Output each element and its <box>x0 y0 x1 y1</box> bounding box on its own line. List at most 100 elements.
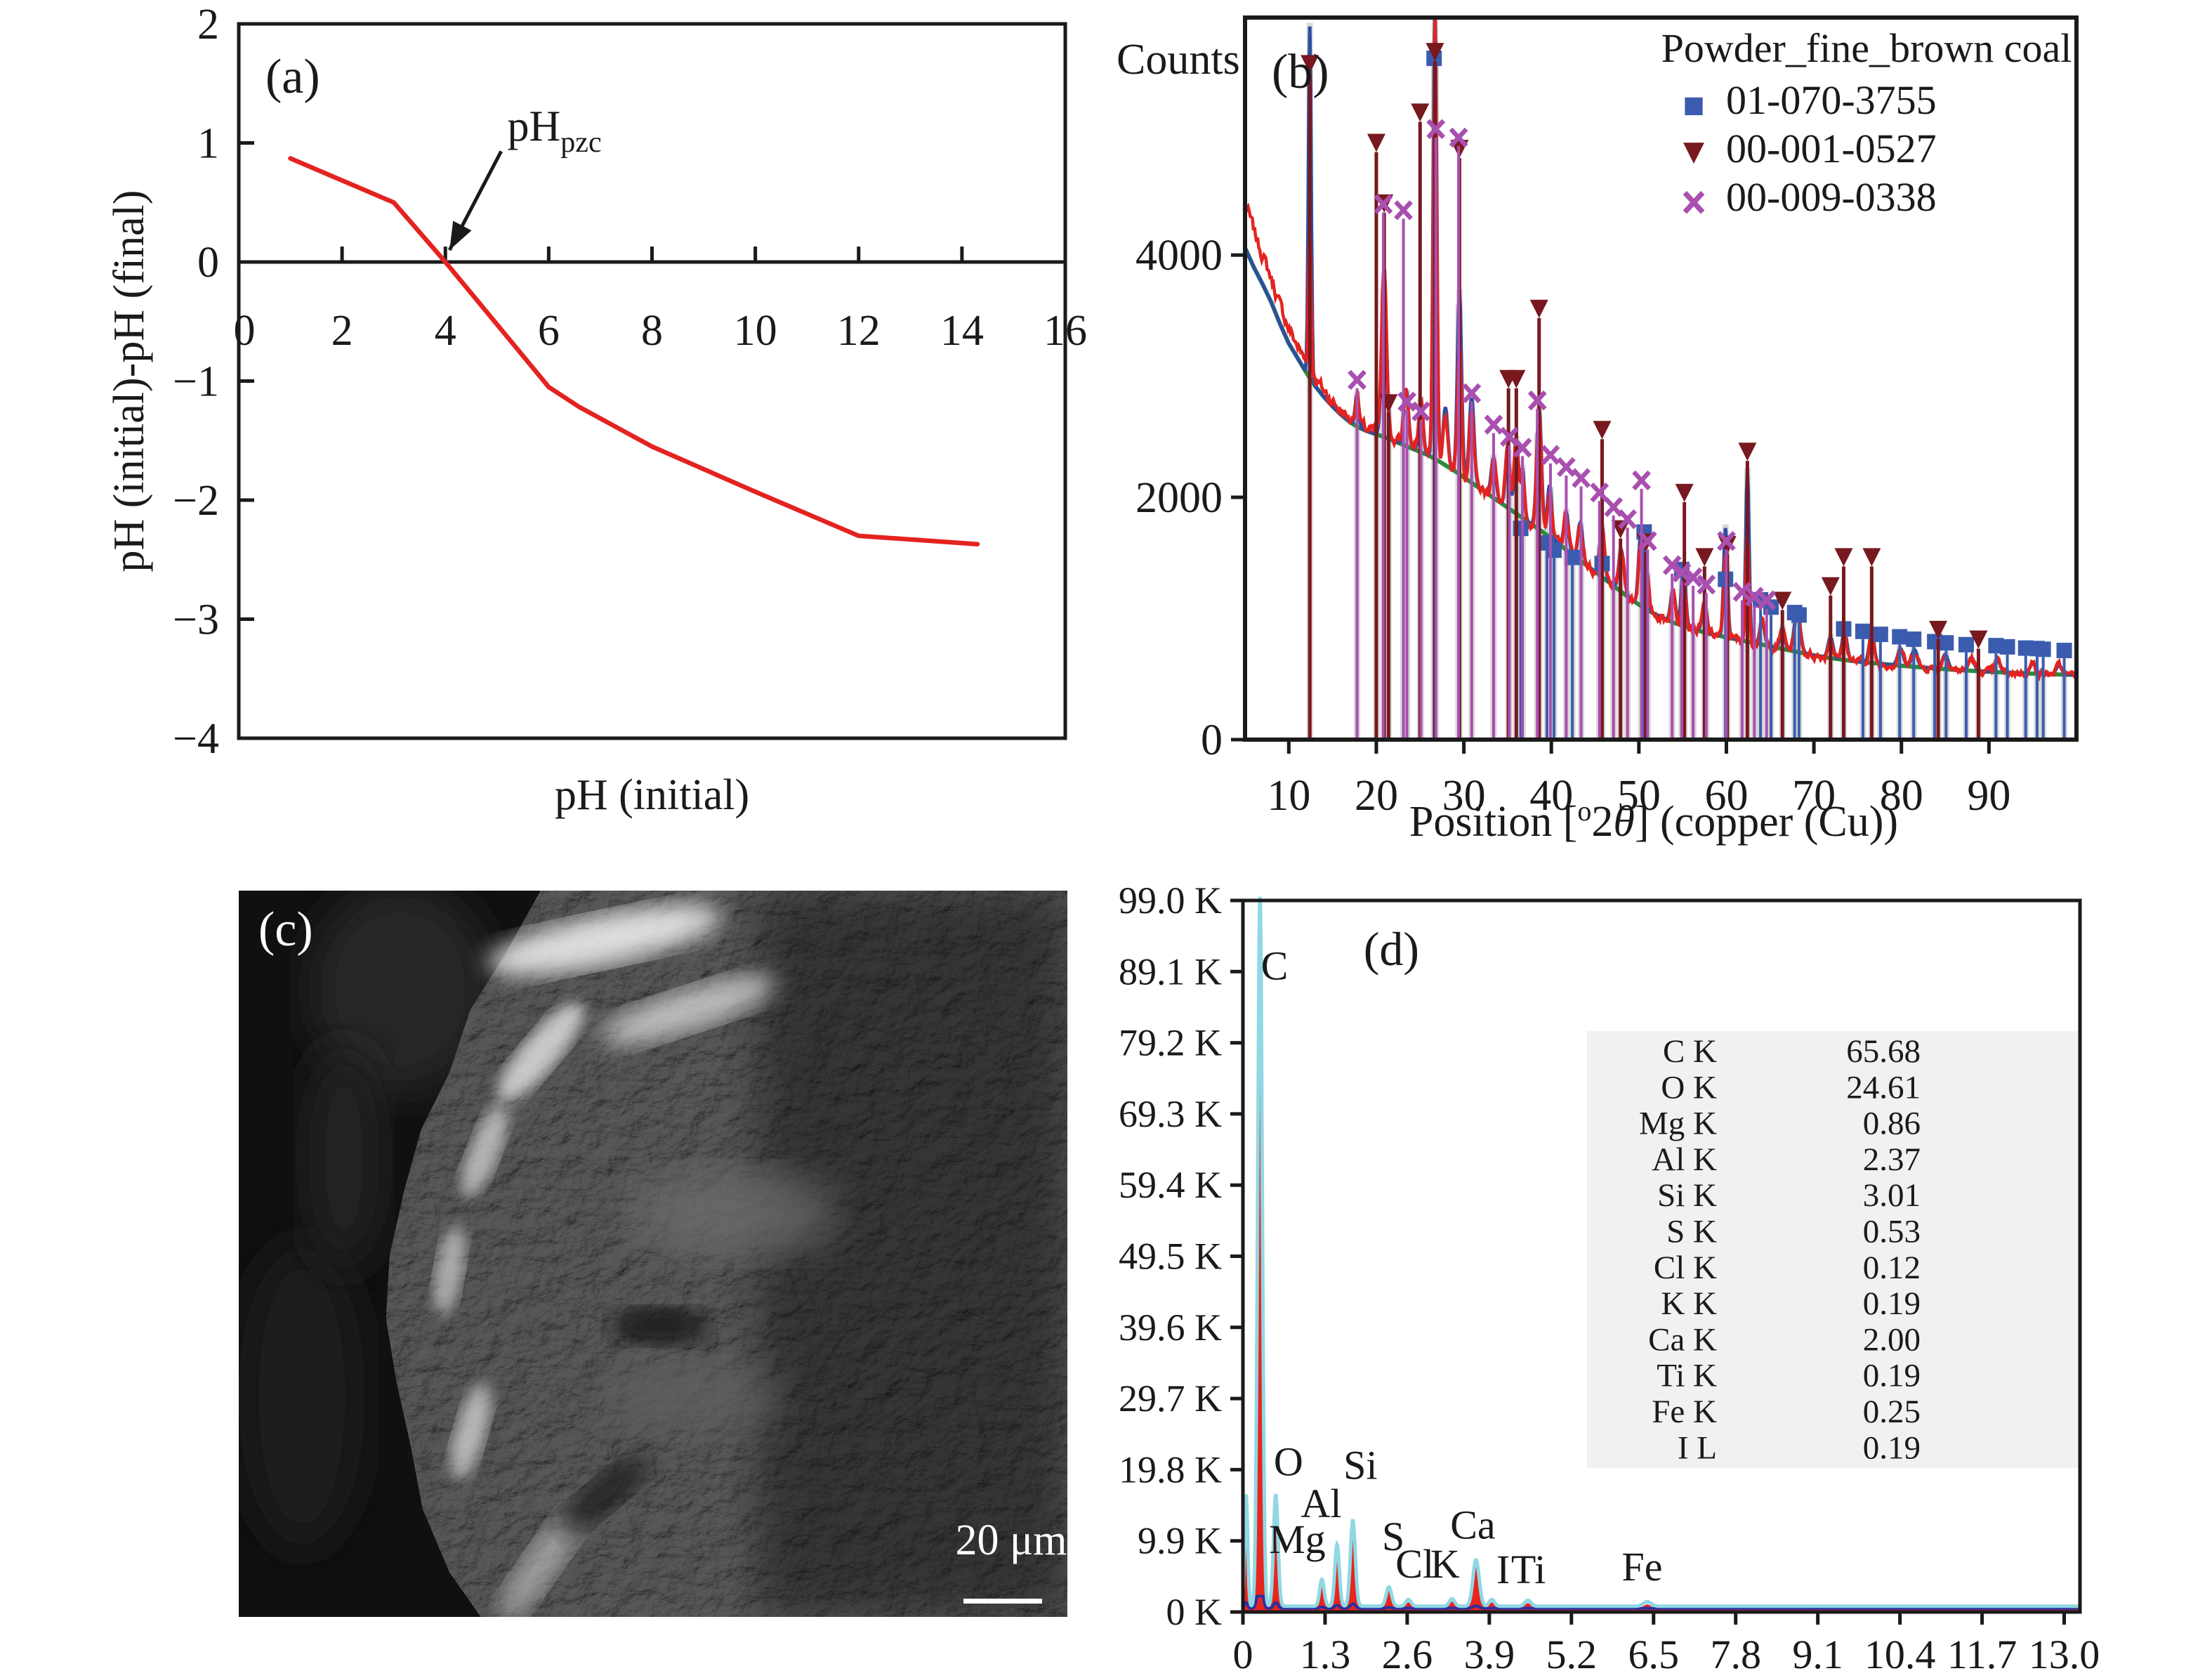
x-tick-label: 60 <box>1704 772 1748 820</box>
ref-marker-square <box>1892 629 1908 645</box>
y-tick-label: 9.9 K <box>1138 1520 1222 1562</box>
ref-marker-x <box>1374 194 1393 214</box>
measured-curve <box>1245 18 2076 682</box>
ref-marker-x <box>1557 457 1576 478</box>
x-tick-label: 1.3 <box>1300 1632 1351 1671</box>
table-row: Ca K 2.00 <box>1648 1321 1921 1358</box>
legend-entry-label: 00-001-0527 <box>1726 126 1937 171</box>
table-row: Ti K 0.19 <box>1657 1358 1921 1394</box>
table-row: Fe K 0.25 <box>1652 1394 1921 1430</box>
ref-marker-x <box>1744 587 1764 607</box>
ref-marker-x <box>1541 445 1560 465</box>
sem-shadow-right <box>758 891 1067 1617</box>
table-value-cell: 0.19 <box>1863 1358 1921 1394</box>
ref-marker-x <box>1527 390 1547 411</box>
ref-marker-x <box>1484 414 1503 435</box>
sem-dim-blob <box>239 1242 365 1551</box>
y-tick-label: 4000 <box>1135 232 1223 280</box>
x-tick-label: 10.4 <box>1864 1632 1936 1671</box>
y-tick-label: 49.5 K <box>1119 1236 1222 1278</box>
element-label: Mg <box>1269 1516 1326 1562</box>
x-tick-label: 12 <box>837 307 881 355</box>
table-element-cell: Cl K <box>1654 1250 1717 1286</box>
x-tick-label: 13.0 <box>2029 1632 2100 1671</box>
legend-entry-label: 00-009-0338 <box>1726 174 1937 220</box>
element-label: Si <box>1343 1443 1377 1488</box>
ref-marker-x <box>1513 438 1532 458</box>
ref-marker-triangle <box>1507 369 1526 388</box>
element-label: Al <box>1301 1481 1342 1526</box>
ref-marker-x <box>1572 468 1591 488</box>
y-tick-label: 79.2 K <box>1119 1022 1222 1064</box>
ref-marker-triangle <box>1675 483 1694 502</box>
sem-crevice <box>559 1456 649 1533</box>
y-tick-label: 19.8 K <box>1119 1448 1222 1490</box>
table-row: Cl K 0.12 <box>1654 1250 1921 1286</box>
panel-c-sem-image: (c) 20 μm <box>239 891 1067 1617</box>
ref-marker-square <box>1906 631 1922 648</box>
sem-dim-blob <box>309 891 492 1094</box>
table-element-cell: I L <box>1678 1429 1717 1466</box>
y-axis-title: pH (initial)-pH (final) <box>105 190 153 572</box>
ref-marker-x <box>1732 582 1752 602</box>
eds-outline-curve <box>1241 896 2080 1608</box>
ref-marker-square <box>1685 97 1703 115</box>
sem-dim-blob <box>302 1045 386 1270</box>
y-tick-label: 2 <box>197 1 219 48</box>
ref-marker-x <box>1499 426 1519 447</box>
ref-marker-square <box>1938 635 1954 651</box>
ref-marker-triangle <box>1773 591 1792 610</box>
element-label: S <box>1382 1514 1404 1559</box>
ref-marker-square <box>1872 627 1888 643</box>
table-element-cell: Al K <box>1652 1141 1717 1178</box>
element-label: Ca <box>1450 1502 1495 1548</box>
ref-marker-x <box>1394 200 1413 221</box>
sem-crevice <box>611 1308 709 1344</box>
ref-marker-square <box>1855 623 1871 639</box>
ref-marker-x <box>1462 383 1482 403</box>
scale-bar-label: 20 μm <box>955 1516 1067 1564</box>
panel-d-label: (d) <box>1364 922 1419 976</box>
sem-highlight <box>497 1002 584 1102</box>
table-value-cell: 0.86 <box>1863 1106 1921 1142</box>
table-element-cell: C K <box>1663 1033 1717 1070</box>
table-element-cell: Si K <box>1657 1177 1717 1214</box>
ref-marker-square <box>1958 636 1974 653</box>
background-curve <box>1245 247 2076 677</box>
table-row: S K 0.53 <box>1666 1214 1921 1250</box>
x-tick-label: 11.7 <box>1947 1632 2017 1671</box>
annotation-arrow-head <box>449 221 472 251</box>
x-tick-label: 14 <box>940 307 984 355</box>
sem-midtone <box>625 1168 836 1259</box>
table-element-cell: Mg K <box>1639 1106 1717 1142</box>
x-tick-label: 40 <box>1529 772 1573 820</box>
y-tick-label: 0 <box>197 239 219 287</box>
x-tick-label: 3.9 <box>1464 1632 1515 1671</box>
annotation-label: pHpzc <box>508 103 602 159</box>
table-row: Al K 2.37 <box>1652 1141 1921 1178</box>
x-tick-label: 2 <box>331 307 353 355</box>
y-tick-label: −3 <box>173 596 219 644</box>
ref-marker-triangle <box>1683 143 1704 164</box>
ref-marker-triangle <box>1821 577 1840 596</box>
ref-marker-x <box>1683 567 1703 588</box>
x-tick-label: 8 <box>641 307 663 355</box>
ref-marker-x <box>1411 401 1430 421</box>
table-value-cell: 0.12 <box>1863 1250 1921 1286</box>
eds-table-background <box>1587 1031 2079 1468</box>
table-value-cell: 0.19 <box>1863 1429 1921 1466</box>
table-value-cell: 2.00 <box>1863 1321 1921 1358</box>
element-label: K <box>1430 1541 1460 1587</box>
ref-marker-triangle <box>1367 133 1385 152</box>
ref-marker-square <box>2035 641 2051 657</box>
y-tick-label: 89.1 K <box>1119 950 1222 992</box>
table-value-cell: 3.01 <box>1863 1177 1921 1214</box>
x-tick-label: 90 <box>1967 772 2010 820</box>
ref-marker-x <box>1348 369 1367 390</box>
ref-marker-square <box>1546 542 1562 558</box>
ref-marker-x <box>1632 470 1651 491</box>
panel-d-eds-chart: C K 65.68 O K 24.61 Mg K 0.86 Al K 2.37 Si K 3.01… <box>1119 879 2100 1671</box>
ph-drift-curve <box>288 156 980 546</box>
ref-marker-square <box>1791 607 1807 623</box>
